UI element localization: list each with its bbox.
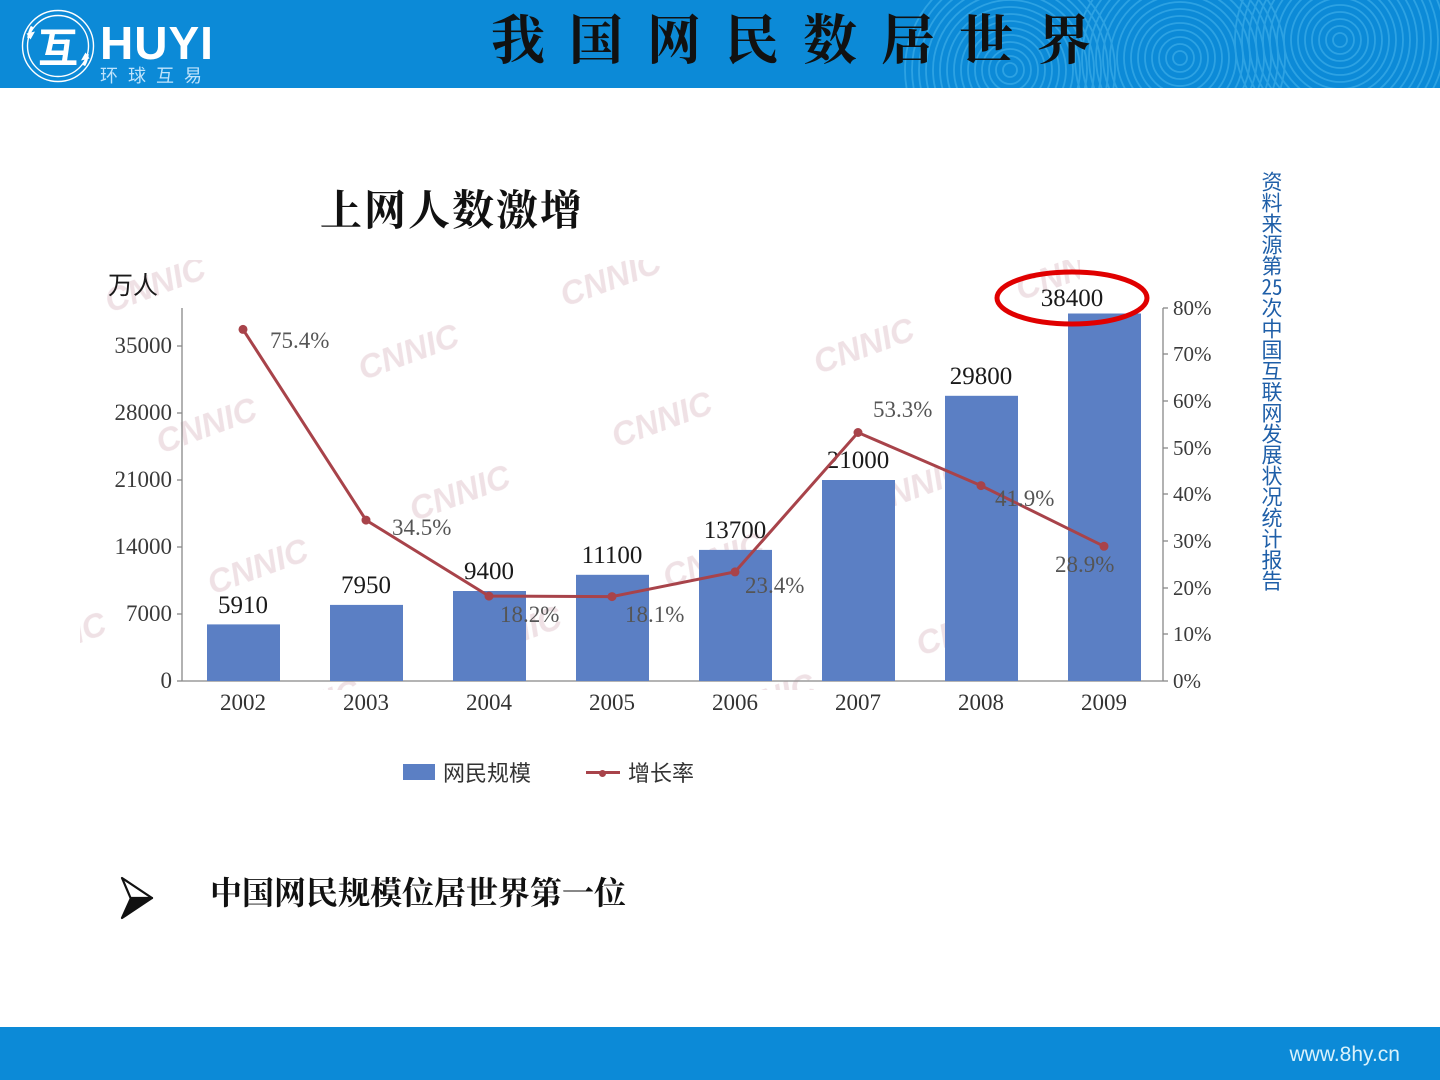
- svg-text:28.9%: 28.9%: [1055, 552, 1114, 577]
- svg-text:0: 0: [161, 668, 173, 693]
- svg-text:53.3%: 53.3%: [873, 397, 932, 422]
- svg-text:80%: 80%: [1173, 296, 1212, 320]
- svg-text:5910: 5910: [218, 592, 268, 619]
- svg-text:40%: 40%: [1173, 482, 1212, 506]
- svg-text:2007: 2007: [835, 690, 881, 715]
- svg-text:70%: 70%: [1173, 342, 1212, 366]
- svg-text:20%: 20%: [1173, 576, 1212, 600]
- svg-text:2008: 2008: [958, 690, 1004, 715]
- svg-text:34.5%: 34.5%: [392, 515, 451, 540]
- svg-text:2002: 2002: [220, 690, 266, 715]
- svg-text:7000: 7000: [126, 601, 172, 626]
- svg-text:29800: 29800: [950, 363, 1013, 390]
- svg-text:30%: 30%: [1173, 529, 1212, 553]
- svg-text:万人: 万人: [108, 266, 158, 302]
- svg-text:18.2%: 18.2%: [500, 602, 559, 627]
- svg-text:2006: 2006: [712, 690, 758, 715]
- svg-text:11100: 11100: [582, 542, 643, 569]
- svg-text:0%: 0%: [1173, 669, 1201, 693]
- svg-text:2009: 2009: [1081, 690, 1127, 715]
- svg-text:18.1%: 18.1%: [625, 602, 684, 627]
- svg-text:75.4%: 75.4%: [270, 328, 329, 353]
- svg-text:21000: 21000: [827, 447, 890, 474]
- svg-text:28000: 28000: [115, 400, 173, 425]
- svg-text:14000: 14000: [115, 534, 173, 559]
- svg-text:23.4%: 23.4%: [745, 573, 804, 598]
- svg-text:13700: 13700: [704, 517, 767, 544]
- svg-text:60%: 60%: [1173, 389, 1212, 413]
- svg-text:2005: 2005: [589, 690, 635, 715]
- svg-text:35000: 35000: [115, 333, 173, 358]
- svg-text:38400: 38400: [1041, 285, 1104, 312]
- svg-text:互: 互: [38, 16, 78, 74]
- svg-text:10%: 10%: [1173, 622, 1212, 646]
- svg-text:2004: 2004: [466, 690, 513, 715]
- svg-text:41.9%: 41.9%: [995, 486, 1054, 511]
- svg-text:50%: 50%: [1173, 436, 1212, 460]
- svg-text:2003: 2003: [343, 690, 389, 715]
- svg-text:21000: 21000: [115, 467, 173, 492]
- svg-text:7950: 7950: [341, 572, 391, 599]
- svg-text:9400: 9400: [464, 558, 514, 585]
